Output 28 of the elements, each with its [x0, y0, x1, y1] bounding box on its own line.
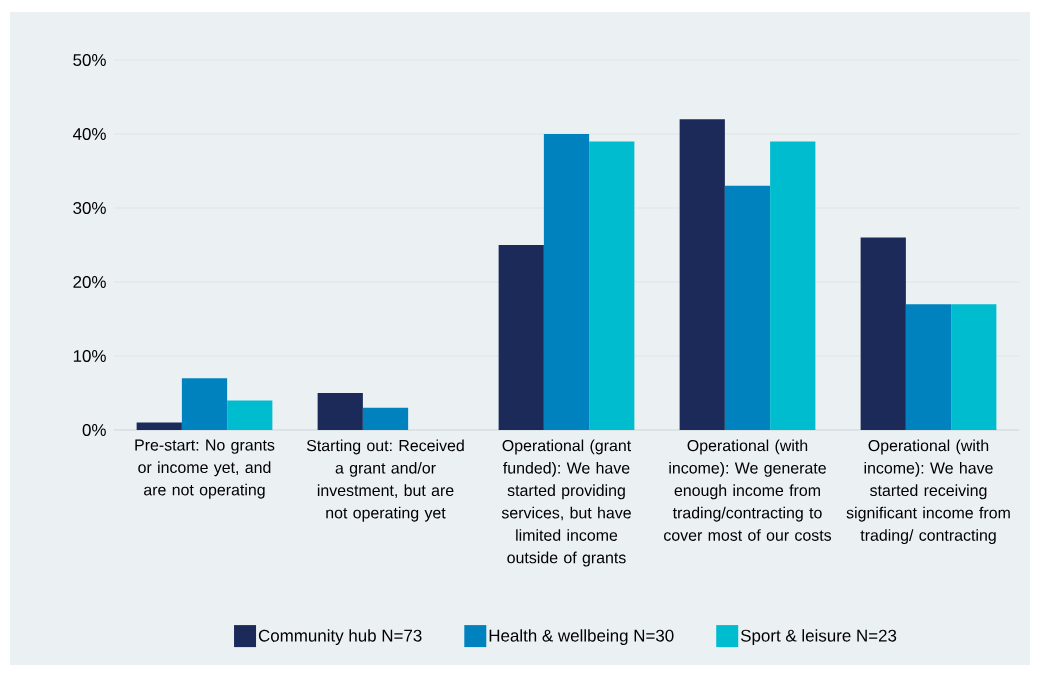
legend-label: Community hub N=73	[258, 629, 422, 645]
bar	[724, 185, 771, 430]
x-tick-label: Operational (grant funded): We have started providing services, but have limited income outside of grants	[501, 439, 632, 567]
x-tick-label: Operational (with income): We have started receiving significant income from trading/ contracting	[846, 439, 1010, 545]
bar	[543, 134, 590, 430]
bar	[362, 407, 409, 430]
bar	[679, 119, 725, 430]
bar	[227, 400, 273, 430]
y-tick-label: 30%	[73, 202, 106, 214]
y-tick-label: 20%	[73, 276, 106, 288]
bar	[136, 422, 182, 430]
legend-label: Health & wellbeing N=30	[489, 629, 674, 645]
bar	[498, 245, 544, 430]
y-tick-label: 10%	[73, 350, 106, 362]
x-tick-label: Operational (with income): We generate enough income from trading/contracting to cover most of our costs	[664, 439, 832, 541]
bar	[770, 141, 816, 430]
y-tick-label: 50%	[73, 54, 106, 66]
legend-label: Sport & leisure N=23	[740, 629, 897, 645]
y-tick-label: 40%	[72, 128, 106, 140]
bar	[181, 378, 228, 430]
bar	[589, 141, 635, 430]
bar	[905, 304, 952, 430]
bar	[860, 237, 906, 430]
x-tick-label: Pre-start: No grants or income yet, and are not operating	[135, 439, 275, 499]
bar	[317, 393, 363, 430]
x-tick-label: Starting out: Received a grant and/or investment, but are not operating yet	[306, 439, 464, 522]
y-tick-label: 0%	[82, 424, 106, 436]
bar	[951, 304, 997, 430]
